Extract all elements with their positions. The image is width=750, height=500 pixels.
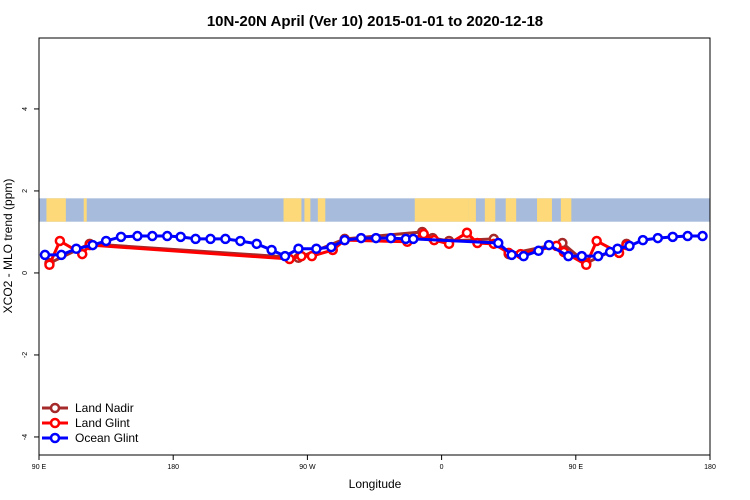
data-point xyxy=(205,233,216,245)
data-point xyxy=(591,235,602,247)
data-point xyxy=(682,230,693,242)
data-point xyxy=(326,241,337,253)
data-point xyxy=(370,232,382,244)
map-ocean xyxy=(39,198,710,222)
data-point xyxy=(667,231,678,243)
map-land xyxy=(46,198,66,222)
series-ocean-glint xyxy=(39,230,708,262)
map-land xyxy=(317,198,326,222)
data-point xyxy=(44,259,55,270)
data-point xyxy=(563,250,574,262)
data-point xyxy=(161,230,173,242)
data-point xyxy=(311,243,322,255)
map-land xyxy=(537,198,552,222)
y-axis-label: XCO2 - MLO trend (ppm) xyxy=(1,179,15,314)
y-tick-label: 4 xyxy=(22,107,29,111)
map-land xyxy=(414,198,469,222)
legend-label: Ocean Glint xyxy=(75,431,139,445)
data-point xyxy=(697,230,708,242)
data-point xyxy=(87,239,98,251)
map-land xyxy=(484,198,496,222)
data-point xyxy=(306,250,318,262)
legend-marker xyxy=(49,417,61,429)
data-point xyxy=(624,240,635,252)
data-point xyxy=(543,239,555,251)
world-map-band xyxy=(39,198,710,222)
data-point xyxy=(612,243,623,255)
plot-frame xyxy=(38,37,711,456)
x-tick-label: 180 xyxy=(167,464,179,471)
data-point xyxy=(339,234,350,246)
data-point xyxy=(54,235,66,247)
map-land xyxy=(560,198,572,222)
map-land xyxy=(304,198,311,222)
data-point xyxy=(418,228,429,240)
data-point xyxy=(293,243,304,255)
map-land xyxy=(468,198,476,222)
data-point xyxy=(652,232,664,244)
data-point xyxy=(580,259,592,270)
x-tick-label: 90 E xyxy=(32,464,47,471)
x-tick-label: 180 xyxy=(704,464,716,471)
data-point xyxy=(408,233,419,245)
legend-label: Land Nadir xyxy=(75,401,134,415)
data-point xyxy=(385,232,397,244)
data-point xyxy=(279,250,291,262)
data-point xyxy=(533,245,544,257)
data-point xyxy=(251,238,262,250)
data-point xyxy=(100,235,112,247)
data-point xyxy=(190,233,201,245)
data-point xyxy=(115,231,127,243)
data-point xyxy=(175,231,186,243)
legend-label: Land Glint xyxy=(75,416,130,430)
data-point xyxy=(266,244,277,256)
data-point xyxy=(235,235,246,247)
map-land xyxy=(505,198,517,222)
data-point xyxy=(506,249,517,261)
data-point xyxy=(39,249,51,261)
y-tick-label: -4 xyxy=(22,434,29,440)
data-point xyxy=(56,249,67,261)
data-point xyxy=(493,237,504,249)
data-point xyxy=(71,243,82,255)
data-point xyxy=(355,232,367,244)
data-point xyxy=(592,250,604,262)
data-point xyxy=(220,233,231,245)
map-land xyxy=(83,198,87,222)
data-point xyxy=(518,250,529,262)
x-tick-label: 0 xyxy=(440,464,444,471)
data-point xyxy=(132,230,143,242)
y-tick-label: 0 xyxy=(22,271,29,275)
x-tick-label: 90 E xyxy=(569,464,584,471)
y-tick-label: -2 xyxy=(22,352,29,358)
data-point xyxy=(576,250,588,262)
data-point xyxy=(147,230,158,242)
data-point xyxy=(461,227,473,239)
legend-marker xyxy=(49,402,61,414)
x-axis-label: Longitude xyxy=(349,477,402,491)
chart-title: 10N-20N April (Ver 10) 2015-01-01 to 202… xyxy=(207,13,543,30)
map-land xyxy=(283,198,302,222)
y-tick-label: 2 xyxy=(22,189,29,193)
data-point xyxy=(637,234,649,246)
legend-marker xyxy=(49,432,61,444)
x-tick-label: 90 W xyxy=(299,464,316,471)
